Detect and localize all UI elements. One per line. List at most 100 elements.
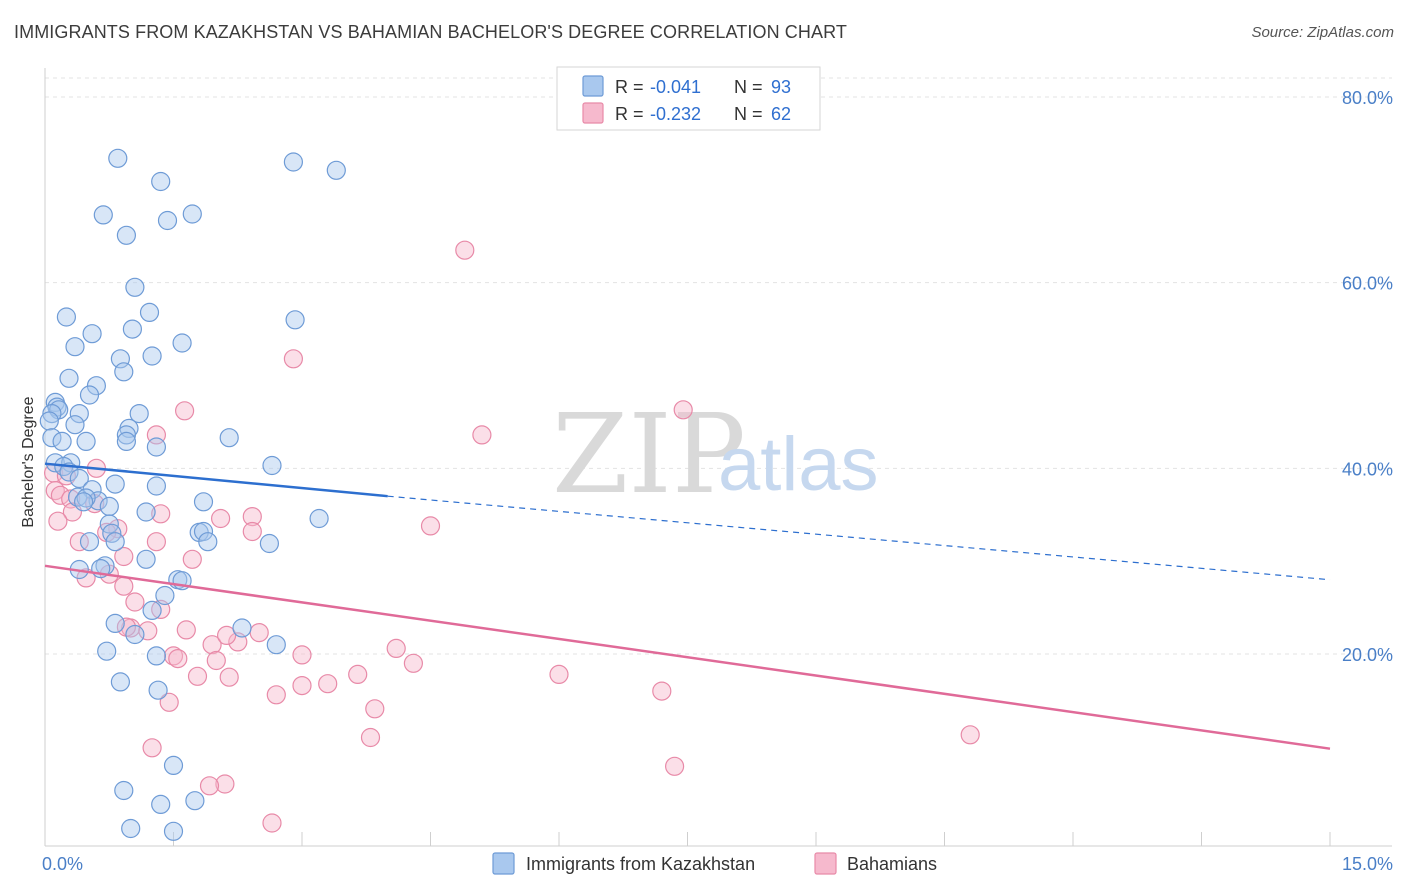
bahamians-point <box>217 625 237 646</box>
bahamians-point <box>242 506 262 527</box>
x-tick-label: 15.0% <box>1342 854 1393 874</box>
bahamians-point <box>262 813 282 833</box>
tick-labels: 20.0% 40.0% 60.0% 80.0% 0.0% 15.0% <box>42 88 1393 874</box>
bahamians-point <box>211 508 231 529</box>
bahamians-point <box>202 635 222 655</box>
kazakhstan-point <box>56 307 77 327</box>
bahamians-point <box>664 756 685 776</box>
bahamians-point <box>652 681 672 701</box>
legend-r-value-1: -0.041 <box>650 77 701 97</box>
kazakhstan-point <box>65 337 85 357</box>
bahamians-point <box>455 240 475 260</box>
bahamians-point <box>199 776 220 796</box>
kazakhstan-point <box>42 404 62 424</box>
kazakhstan-point <box>52 431 72 451</box>
bahamians-point <box>403 653 423 673</box>
series-legend: Immigrants from Kazakhstan Bahamians <box>492 852 937 875</box>
kazakhstan-point <box>155 585 175 606</box>
stats-legend: R = -0.041 N = 93 R = -0.232 N = 62 <box>556 66 821 131</box>
kazakhstan-point <box>198 532 218 552</box>
kazakhstan-point <box>185 791 205 811</box>
kazakhstan-point <box>285 310 305 330</box>
bahamians-point <box>292 645 312 665</box>
kazakhstan-point <box>88 491 108 511</box>
kazakhstan-point <box>193 492 214 512</box>
kazakhstan-point <box>125 624 145 645</box>
legend-r-label-1: R = <box>615 77 644 97</box>
kazakhstan-point <box>157 210 178 231</box>
bahamians-point <box>318 674 338 694</box>
legend-n-value-2: 62 <box>771 104 791 124</box>
kazakhstan-point <box>69 468 89 489</box>
kazakhstan-point <box>105 532 125 552</box>
bottom-legend-label-kazakhstan: Immigrants from Kazakhstan <box>526 854 755 874</box>
legend-n-label-2: N = <box>734 104 763 124</box>
bahamians-point <box>114 546 134 567</box>
bahamians-point <box>472 425 492 445</box>
trend-lines <box>44 462 1331 750</box>
bahamians-point <box>348 664 368 685</box>
bahamians-point <box>360 727 381 748</box>
series-kazakhstan-points <box>39 148 346 841</box>
bahamians-point <box>386 638 406 659</box>
kazakhstan-point <box>136 502 156 522</box>
legend-swatch-kazakhstan <box>582 75 604 97</box>
kazakhstan-point <box>59 368 79 388</box>
kazakhstan-point <box>129 404 149 424</box>
bahamians-point <box>146 532 166 552</box>
legend-r-label-2: R = <box>615 104 644 124</box>
kazakhstan-point <box>148 680 168 700</box>
kazakhstan-point <box>110 672 131 692</box>
bahamians-point <box>187 666 208 686</box>
kazakhstan-point <box>151 171 171 192</box>
bahamians-point <box>159 692 179 712</box>
bahamians-point <box>673 400 693 420</box>
kazakhstan-point <box>116 425 137 445</box>
kazakhstan-point <box>82 324 102 344</box>
kazakhstan-point <box>172 333 192 353</box>
kazakhstan-point <box>146 646 166 666</box>
kazakhstan-point <box>42 428 62 448</box>
bottom-legend-swatch-bahamians <box>814 852 837 875</box>
kazakhstan-point <box>108 148 128 168</box>
legend-n-label-1: N = <box>734 77 763 97</box>
bahamians-point <box>242 521 262 542</box>
chart-title: IMMIGRANTS FROM KAZAKHSTAN VS BAHAMIAN B… <box>14 22 847 42</box>
bahamians-point <box>151 504 171 524</box>
kazakhstan-point <box>262 455 282 476</box>
series-bahamians-points <box>43 240 980 833</box>
bahamians-point <box>266 685 286 705</box>
kazakhstan-point <box>105 474 125 494</box>
bahamians-point <box>206 650 226 671</box>
watermark: ZIP atlas <box>552 390 879 518</box>
legend-r-value-2: -0.232 <box>650 104 701 124</box>
kazakhstan-point <box>266 635 286 655</box>
bahamians-point <box>48 511 68 531</box>
kazakhstan-point <box>121 818 141 839</box>
kazakhstan-point <box>69 404 89 424</box>
kazakhstan-point <box>232 618 252 638</box>
bahamians-point <box>215 774 235 794</box>
y-tick-label: 40.0% <box>1342 459 1393 479</box>
bahamians-point <box>142 738 162 758</box>
kazakhstan-point <box>105 613 125 634</box>
bahamians-point <box>50 485 71 505</box>
kazakhstan-point <box>125 277 145 297</box>
kazakhstan-point <box>79 385 100 405</box>
kazakhstan-point <box>163 755 184 776</box>
kazakhstan-point <box>146 476 166 496</box>
legend-n-value-1: 93 <box>771 77 791 97</box>
kazakhstan-point <box>142 600 162 621</box>
bahamians-point <box>549 664 569 685</box>
kazakhstan-point <box>73 492 94 512</box>
kazakhstan-point <box>326 160 346 180</box>
trend-line-bahamians <box>44 564 1331 750</box>
bahamians-point <box>69 532 89 552</box>
kazakhstan-point <box>39 411 59 431</box>
kazakhstan-point <box>122 319 142 339</box>
kazakhstan-point <box>219 428 239 448</box>
bahamians-point <box>283 349 303 369</box>
bahamians-point <box>182 549 202 569</box>
bahamians-point <box>249 622 269 643</box>
